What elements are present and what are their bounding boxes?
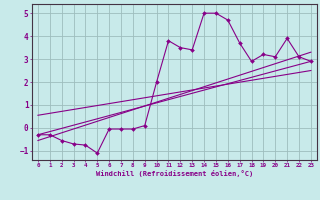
- X-axis label: Windchill (Refroidissement éolien,°C): Windchill (Refroidissement éolien,°C): [96, 170, 253, 177]
